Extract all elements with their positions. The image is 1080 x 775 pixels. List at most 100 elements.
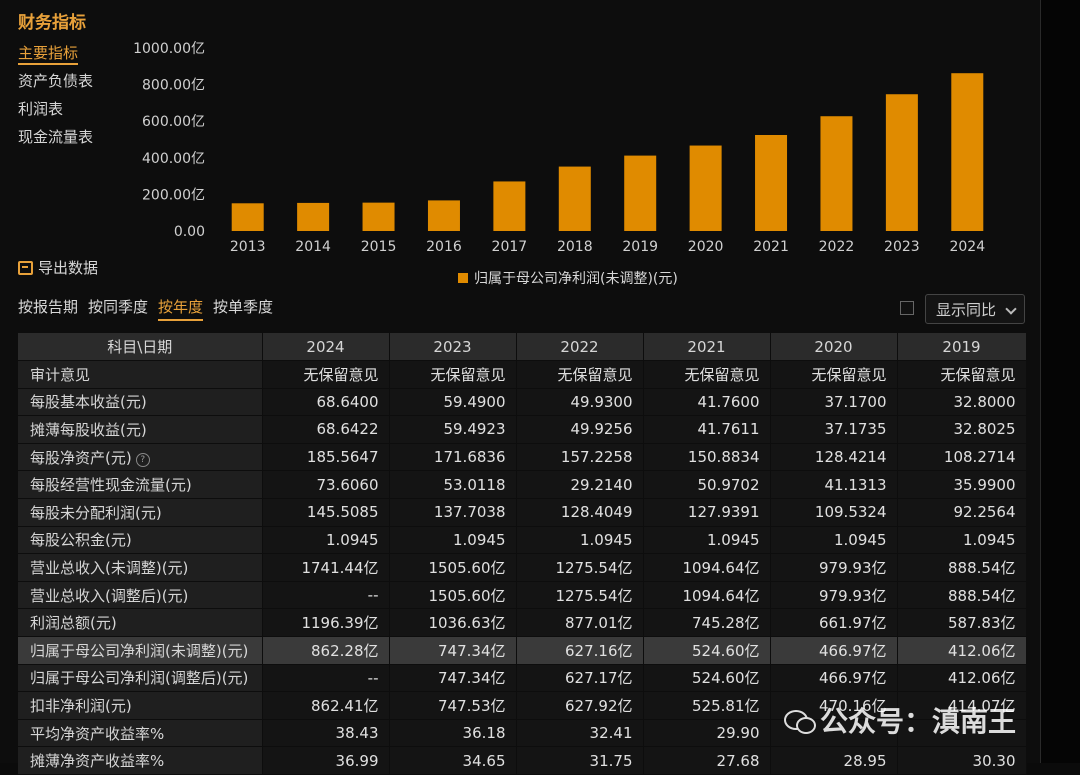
show-yoy-select[interactable]: 显示同比	[925, 294, 1025, 324]
table-row[interactable]: 摊薄每股收益(元) 68.6422 59.4923 49.9256 41.7611 37.…	[18, 415, 1027, 444]
table-row[interactable]: 归属于母公司净利润(调整后)(元) -- 747.34亿 627.17亿 524.60亿…	[18, 664, 1027, 693]
export-data-button[interactable]: 导出数据	[18, 257, 98, 278]
x-tick-label: 2023	[884, 239, 920, 255]
value-cell: 1094.64亿	[643, 581, 771, 610]
bar-2019[interactable]	[624, 155, 657, 231]
bar-2018[interactable]	[558, 166, 591, 231]
help-icon[interactable]: ?	[135, 452, 150, 467]
table-corner-header: 科目\日期	[18, 333, 263, 361]
value-cell: 29.90	[643, 719, 771, 748]
row-label-cell: 每股经营性现金流量(元)	[18, 470, 263, 499]
table-row[interactable]: 平均净资产收益率% 38.43 36.18 32.41 29.90	[18, 719, 1027, 748]
value-cell: 627.92亿	[516, 691, 644, 720]
value-cell: 412.06亿	[897, 664, 1027, 693]
bar-2021[interactable]	[755, 134, 788, 231]
value-cell: 1.0945	[897, 526, 1027, 555]
table-row[interactable]: 每股未分配利润(元) 145.5085 137.7038 128.4049 127.93…	[18, 498, 1027, 527]
side-nav-item-label: 主要指标	[18, 44, 79, 65]
side-nav-item-2[interactable]: 利润表	[18, 96, 93, 124]
period-tab-0[interactable]: 按报告期	[18, 298, 79, 316]
row-label: 平均净资产收益率%	[30, 724, 165, 743]
value-cell: 无保留意见	[262, 360, 390, 389]
bar-2015[interactable]	[362, 202, 395, 231]
value-cell: 53.0118	[389, 470, 517, 499]
value-cell: 1741.44亿	[262, 553, 390, 582]
bar-2016[interactable]	[427, 200, 460, 231]
side-nav-item-label: 利润表	[18, 100, 64, 118]
period-tab-2[interactable]: 按年度	[158, 296, 204, 321]
value-cell: 466.97亿	[770, 664, 898, 693]
table-row[interactable]: 每股净资产(元)? 185.5647 171.6836 157.2258 150.883…	[18, 443, 1027, 472]
value-cell: 29.2140	[516, 470, 644, 499]
outer-background	[1041, 0, 1080, 763]
row-label: 归属于母公司净利润(未调整)(元)	[30, 641, 249, 660]
period-tabs: 按报告期 按同季度 按年度 按单季度	[18, 296, 273, 321]
y-tick-label: 400.00亿	[142, 151, 205, 167]
table-row[interactable]: 摊薄净资产收益率% 36.99 34.65 31.75 27.68 28.95 30.30	[18, 746, 1027, 775]
legend-label: 归属于母公司净利润(未调整)(元)	[474, 271, 678, 287]
bar-2014[interactable]	[297, 202, 330, 231]
value-cell: --	[262, 664, 390, 693]
bar-2020[interactable]	[689, 145, 722, 231]
show-yoy-label: 显示同比	[936, 300, 997, 319]
row-label-cell: 审计意见	[18, 360, 263, 389]
bar-2013[interactable]	[231, 203, 264, 231]
value-cell: 无保留意见	[897, 360, 1027, 389]
table-row[interactable]: 每股公积金(元) 1.0945 1.0945 1.0945 1.0945 1.0945 1.…	[18, 526, 1027, 555]
row-label: 每股未分配利润(元)	[30, 503, 162, 522]
value-cell: 50.9702	[643, 470, 771, 499]
value-cell: 157.2258	[516, 443, 644, 472]
bar-2023[interactable]	[885, 94, 918, 231]
row-label: 营业总收入(调整后)(元)	[30, 586, 189, 605]
period-tab-3[interactable]: 按单季度	[213, 298, 274, 316]
period-tab-1[interactable]: 按同季度	[88, 298, 149, 316]
row-label-cell: 归属于母公司净利润(调整后)(元)	[18, 664, 263, 693]
year-header[interactable]: 2024	[262, 333, 390, 361]
y-tick-label: 200.00亿	[142, 187, 205, 203]
year-header[interactable]: 2023	[389, 333, 517, 361]
value-cell: 466.97亿	[770, 636, 898, 665]
side-nav-item-1[interactable]: 资产负债表	[18, 68, 93, 96]
chart-legend[interactable]: 归属于母公司净利润(未调整)(元)	[458, 268, 678, 288]
side-nav-item-0[interactable]: 主要指标	[18, 40, 93, 68]
value-cell: 1275.54亿	[516, 581, 644, 610]
row-label: 归属于母公司净利润(调整后)(元)	[30, 669, 249, 688]
table-row[interactable]: 归属于母公司净利润(未调整)(元) 862.28亿 747.34亿 627.16亿 52…	[18, 636, 1027, 665]
x-tick-label: 2019	[622, 239, 658, 255]
table-row[interactable]: 每股经营性现金流量(元) 73.6060 53.0118 29.2140 50.9702…	[18, 470, 1027, 499]
value-cell: 28.95	[770, 746, 898, 775]
table-row[interactable]: 每股基本收益(元) 68.6400 59.4900 49.9300 41.7600 37.…	[18, 388, 1027, 417]
y-tick-label: 800.00亿	[142, 78, 205, 94]
value-cell: 36.18	[389, 719, 517, 748]
table-row[interactable]: 利润总额(元) 1196.39亿 1036.63亿 877.01亿 745.28亿 661…	[18, 608, 1027, 637]
year-header[interactable]: 2021	[643, 333, 771, 361]
value-cell: 877.01亿	[516, 608, 644, 637]
value-cell: 59.4900	[389, 388, 517, 417]
bar-2024[interactable]	[951, 73, 984, 231]
value-cell: 888.54亿	[897, 581, 1027, 610]
table-header-row: 科目\日期 2024 2023 2022 2021 2020 2019	[18, 333, 1027, 361]
row-label: 摊薄净资产收益率%	[30, 752, 165, 771]
x-tick-label: 2015	[361, 239, 397, 255]
value-cell: 108.2714	[897, 443, 1027, 472]
year-header[interactable]: 2019	[897, 333, 1027, 361]
value-cell: 1.0945	[770, 526, 898, 555]
x-tick-label: 2021	[753, 239, 789, 255]
year-header[interactable]: 2020	[770, 333, 898, 361]
side-nav-item-label: 现金流量表	[18, 128, 94, 146]
value-cell: 49.9256	[516, 415, 644, 444]
value-cell: 41.7611	[643, 415, 771, 444]
x-tick-label: 2013	[230, 239, 266, 255]
table-row[interactable]: 营业总收入(未调整)(元) 1741.44亿 1505.60亿 1275.54亿 109…	[18, 553, 1027, 582]
bar-2017[interactable]	[493, 181, 526, 231]
value-cell: 627.16亿	[516, 636, 644, 665]
table-row[interactable]: 审计意见 无保留意见 无保留意见 无保留意见 无保留意见 无保留意见 无保留意见	[18, 360, 1027, 389]
year-header[interactable]: 2022	[516, 333, 644, 361]
value-cell: 171.6836	[389, 443, 517, 472]
side-nav-item-3[interactable]: 现金流量表	[18, 124, 93, 152]
bar-2022[interactable]	[820, 116, 853, 231]
value-cell: 524.60亿	[643, 636, 771, 665]
value-cell: 627.17亿	[516, 664, 644, 693]
show-yoy-checkbox[interactable]	[900, 301, 914, 315]
table-row[interactable]: 营业总收入(调整后)(元) -- 1505.60亿 1275.54亿 1094.64亿 9…	[18, 581, 1027, 610]
